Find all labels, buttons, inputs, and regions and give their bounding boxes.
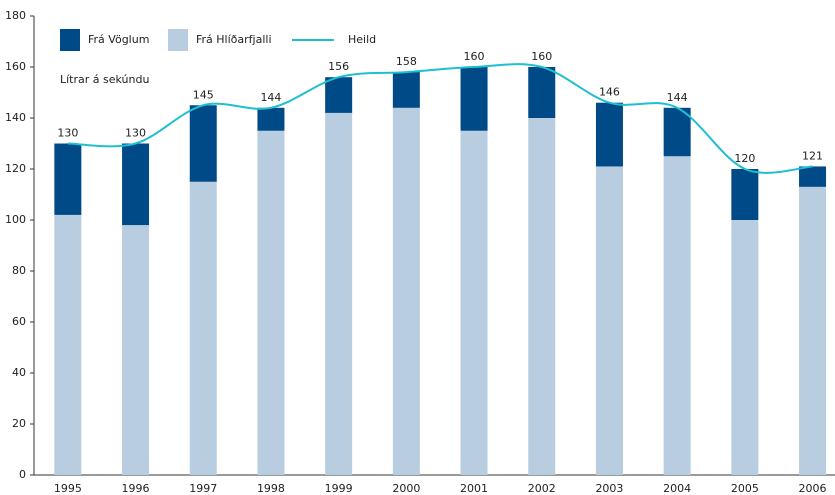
bar-segment [392, 107, 420, 476]
legend-swatch [168, 29, 188, 51]
data-label: 156 [328, 60, 349, 73]
bar-segment [528, 67, 556, 118]
bar-segment [595, 166, 623, 475]
y-tick-label: 40 [12, 366, 26, 379]
x-tick-label: 1998 [257, 482, 285, 495]
bar-segment [663, 107, 691, 157]
data-label: 120 [734, 152, 755, 165]
data-label: 145 [193, 88, 214, 101]
bar-segment [528, 118, 556, 475]
bar-segment [392, 72, 420, 108]
legend-label: Frá Hlíðarfjalli [196, 33, 272, 46]
legend-label: Frá Vöglum [88, 33, 149, 46]
bar-segment [731, 169, 759, 220]
data-label: 160 [531, 50, 552, 63]
y-tick-label: 100 [5, 213, 26, 226]
bar-segment [257, 107, 285, 131]
x-tick-label: 2000 [392, 482, 420, 495]
bar-segment [460, 130, 488, 475]
bar-segment [122, 225, 150, 475]
x-tick-label: 1996 [122, 482, 150, 495]
data-label: 121 [802, 149, 823, 162]
bar-segment [799, 166, 827, 187]
bar-segment [189, 181, 217, 475]
x-tick-label: 2001 [460, 482, 488, 495]
y-tick-label: 120 [5, 162, 26, 175]
bar-segment [595, 102, 623, 167]
bar-segment [257, 130, 285, 475]
data-label: 144 [260, 91, 281, 104]
legend-swatch [60, 29, 80, 51]
x-tick-label: 2002 [528, 482, 556, 495]
bar-segment [54, 143, 82, 215]
y-tick-label: 140 [5, 111, 26, 124]
x-tick-label: 2003 [595, 482, 623, 495]
x-tick-label: 1999 [325, 482, 353, 495]
x-tick-label: 2006 [799, 482, 827, 495]
bar-segment [663, 156, 691, 475]
y-tick-label: 160 [5, 60, 26, 73]
bar-segment [189, 105, 217, 182]
bar-segment [325, 112, 353, 476]
x-tick-label: 2004 [663, 482, 691, 495]
y-tick-label: 60 [12, 315, 26, 328]
data-label: 144 [667, 91, 688, 104]
data-label: 160 [464, 50, 485, 63]
bar-segment [325, 77, 353, 113]
y-axis-label: Lítrar á sekúndu [60, 73, 149, 86]
x-tick-label: 1997 [189, 482, 217, 495]
bar-segment [731, 220, 759, 475]
y-tick-label: 0 [19, 468, 26, 481]
line [67, 63, 813, 174]
bar-segment [122, 143, 150, 226]
bar-segment [799, 186, 827, 475]
x-tick-label: 2005 [731, 482, 759, 495]
data-label: 158 [396, 55, 417, 68]
data-label: 146 [599, 86, 620, 99]
legend-label: Heild [348, 33, 376, 46]
data-label: 130 [125, 127, 146, 140]
data-label: 130 [57, 127, 78, 140]
bar-segment [54, 214, 82, 475]
x-tick-label: 1995 [54, 482, 82, 495]
y-tick-label: 180 [5, 9, 26, 22]
bar-segment [460, 67, 488, 131]
y-tick-label: 20 [12, 417, 26, 430]
y-tick-label: 80 [12, 264, 26, 277]
